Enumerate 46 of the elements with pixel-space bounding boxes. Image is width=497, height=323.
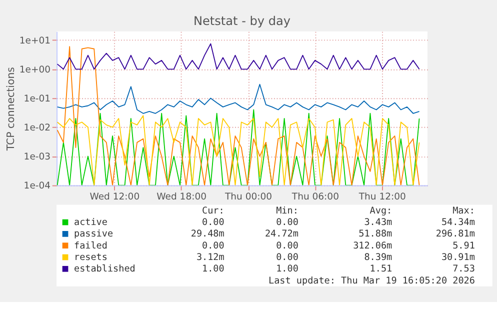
legend-label: active <box>74 217 108 228</box>
text: 30.91m <box>441 252 476 264</box>
x-tick-label: Thu 06:00 <box>290 192 340 203</box>
x-tick-label: Thu 00:00 <box>224 192 272 203</box>
text: 51.88m <box>358 228 393 240</box>
line-series <box>56 46 420 186</box>
y-tick-label: 1e-01 <box>24 93 51 104</box>
text: 296.81m <box>436 228 476 240</box>
y-tick-label: 1e-03 <box>24 152 51 163</box>
line-series <box>56 84 420 114</box>
text: 24.72m <box>264 228 299 240</box>
text: Min: <box>276 205 298 216</box>
text: Avg: <box>370 205 392 216</box>
text: 0.00 <box>202 240 224 252</box>
y-axis-title: TCP connections <box>6 67 17 152</box>
x-tick-label: Thu 12:00 <box>358 192 406 203</box>
text: Cur: <box>202 205 224 216</box>
legend-label: passive <box>74 228 114 240</box>
text: 0.00 <box>276 217 298 228</box>
text: 54.34m <box>441 217 476 228</box>
text: 0.00 <box>202 217 224 228</box>
text: Last update: Thu Mar 19 16:05:20 2026 <box>268 275 475 286</box>
text: 0.00 <box>276 240 298 252</box>
x-tick-label: Wed 12:00 <box>90 192 140 203</box>
text: 1.00 <box>276 264 298 275</box>
legend-label: resets <box>74 252 108 264</box>
text: 312.06m <box>353 240 393 252</box>
x-tick-label: Wed 18:00 <box>156 192 207 203</box>
legend-label: established <box>74 264 136 275</box>
chart-title: Netstat - by day <box>193 14 291 28</box>
text: 29.48m <box>190 228 225 240</box>
text: 7.53 <box>452 264 475 275</box>
text: 1.00 <box>202 264 224 275</box>
line-series <box>56 43 420 70</box>
text: 1.51 <box>370 264 392 275</box>
text: 8.39m <box>364 252 393 264</box>
text: 3.43m <box>364 217 393 228</box>
legend-label: failed <box>74 240 108 252</box>
y-tick-label: 1e-02 <box>24 122 51 134</box>
y-tick-label: 1e+00 <box>19 64 51 76</box>
text: Max: <box>452 205 475 216</box>
y-tick-label: 1e-04 <box>24 180 51 192</box>
text: 5.91 <box>452 240 475 252</box>
y-tick-label: 1e+01 <box>19 35 51 46</box>
text: 3.12m <box>196 252 225 264</box>
text: 0.00 <box>276 252 298 264</box>
